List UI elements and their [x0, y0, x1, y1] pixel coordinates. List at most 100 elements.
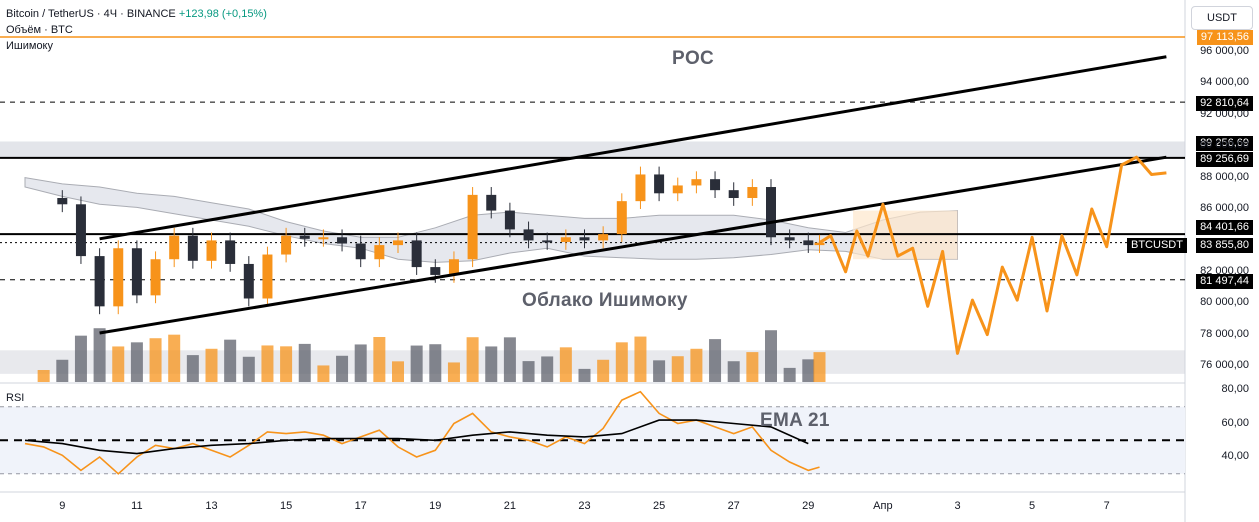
price-tick: 86 000,00: [1200, 202, 1249, 214]
time-tick: 15: [279, 500, 293, 512]
time-tick: 7: [1103, 500, 1110, 512]
volume-bar: [485, 346, 498, 382]
volume-bar: [447, 362, 460, 382]
volume-bar: [56, 359, 69, 382]
volume-bar: [578, 368, 591, 382]
time-tick: 17: [354, 500, 367, 512]
volume-bar: [112, 346, 125, 382]
candle-body: [430, 267, 441, 275]
volume-indicator-label[interactable]: Объём · BTC: [6, 24, 73, 36]
candle-body: [747, 187, 758, 199]
candle-body: [654, 174, 665, 194]
price-tick: 92 000,00: [1200, 107, 1249, 120]
volume-bar: [74, 335, 87, 382]
volume-bar: [541, 356, 554, 382]
price-tick: 80 000,00: [1200, 296, 1249, 309]
price-tick: 96 000,00: [1200, 45, 1249, 57]
candle-body: [766, 187, 776, 238]
volume-bar: [354, 344, 367, 382]
volume-bar: [522, 361, 535, 382]
volume-bar: [373, 337, 386, 382]
volume-bar: [205, 348, 218, 382]
price-label-89256-a: 89 256,69: [1196, 136, 1253, 151]
price-tick: 94 000,00: [1200, 76, 1249, 89]
volume-bar: [653, 360, 666, 382]
rsi-tick: 80,00: [1221, 383, 1249, 395]
price-tick: 76 000,00: [1200, 359, 1249, 371]
price-label-89256-b: 89 256,69: [1196, 152, 1253, 167]
price-label-84401: 84 401,66: [1196, 220, 1253, 235]
time-tick: 9: [59, 500, 66, 512]
volume-bar: [746, 352, 759, 382]
candle-body: [169, 235, 180, 260]
candle-body: [299, 235, 310, 239]
volume-bar: [280, 346, 293, 382]
volume-bar: [783, 367, 796, 382]
resistance-zone: [0, 141, 1185, 158]
candle-body: [542, 240, 553, 243]
candle-body: [262, 254, 273, 299]
candle-body: [131, 248, 142, 296]
time-tick: Апр: [873, 500, 893, 512]
rsi-tick: 60,00: [1221, 416, 1249, 429]
candle-body: [784, 237, 795, 241]
candle-body: [337, 237, 348, 244]
candle-body: [374, 245, 385, 260]
candle-body: [411, 240, 422, 268]
rsi-tick: 40,00: [1221, 450, 1249, 462]
candle-body: [616, 201, 627, 235]
price-tick: 82 000,00: [1200, 264, 1249, 277]
candle-body: [467, 194, 478, 260]
volume-bar: [224, 339, 237, 382]
candle-body: [814, 242, 825, 246]
volume-bar: [186, 355, 199, 382]
price-tick: 78 000,00: [1200, 327, 1249, 340]
volume-bar: [317, 365, 330, 382]
candle-body: [355, 243, 366, 260]
price-label-92810: 92 810,64: [1196, 96, 1253, 111]
time-tick: 19: [429, 500, 442, 512]
candle-body: [635, 174, 646, 202]
candle-body: [187, 235, 198, 261]
price-label-last: 83 855,80: [1196, 238, 1253, 253]
volume-bar: [503, 337, 516, 382]
volume-bar: [615, 342, 628, 382]
volume-bar: [690, 348, 703, 382]
candle-body: [75, 204, 86, 257]
candle-body: [672, 185, 683, 194]
price-tick: 90 000,00: [1200, 139, 1249, 152]
volume-bar: [671, 356, 684, 382]
volume-bar: [727, 361, 740, 382]
volume-bar: [597, 359, 610, 382]
candle-body: [57, 198, 68, 205]
candle-body: [150, 259, 161, 296]
ema-annotation: EMA 21: [760, 410, 830, 431]
volume-bar: [168, 334, 181, 382]
time-tick: 5: [1029, 500, 1036, 512]
volume-bar: [802, 359, 815, 382]
volume-bar: [149, 338, 162, 382]
candle-body: [94, 256, 105, 307]
price-label-81497: 81 497,44: [1196, 274, 1253, 289]
currency-button[interactable]: USDT: [1191, 6, 1253, 30]
volume-bar: [261, 345, 274, 382]
time-tick: 13: [205, 500, 218, 512]
price-change: +123,98 (+0,15%): [178, 8, 267, 20]
time-tick: 21: [503, 500, 517, 512]
volume-bar: [813, 352, 826, 382]
forecast-path: [818, 155, 1167, 355]
rsi-ema-line: [24, 419, 809, 455]
candle-body: [691, 179, 702, 186]
ticker-label: BTCUSDT: [1127, 238, 1187, 253]
channel-upper-line: [99, 55, 1167, 241]
candle-body: [523, 229, 534, 241]
candle-body: [206, 240, 217, 261]
volume-bar: [559, 347, 572, 382]
candle-body: [504, 210, 515, 230]
time-tick: 25: [652, 500, 666, 512]
poc-annotation: POC: [672, 48, 715, 69]
candle-body: [243, 263, 254, 299]
cloud-annotation: Облако Ишимоку: [522, 290, 688, 311]
ichimoku-indicator-label[interactable]: Ишимоку: [6, 40, 53, 52]
